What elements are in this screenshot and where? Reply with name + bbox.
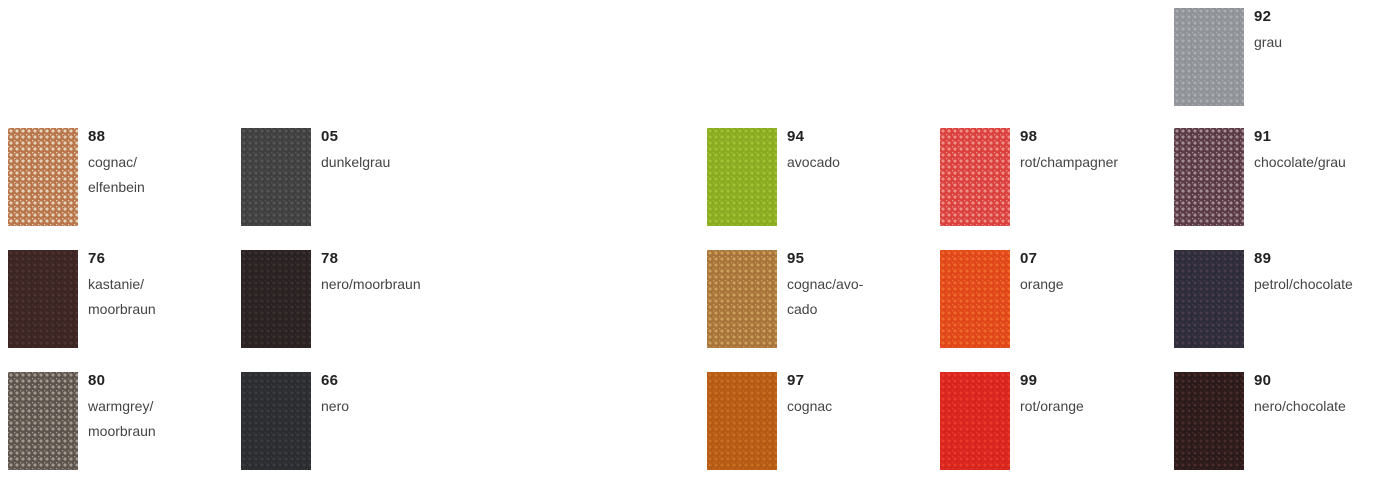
swatch-name: orange <box>1020 276 1064 292</box>
swatch-name: dunkelgrau <box>321 154 391 170</box>
swatch-name: cognac <box>787 398 833 414</box>
fabric-swatch <box>8 128 78 226</box>
swatch-name: petrol/chocolate <box>1254 276 1353 292</box>
swatch-code: 97 <box>787 372 805 389</box>
fabric-swatch <box>1174 250 1244 348</box>
color-swatch-item: 66 nero <box>241 372 471 482</box>
swatch-code: 98 <box>1020 128 1038 145</box>
color-swatch-item: 95 cognac/avo- cado <box>707 250 937 360</box>
swatch-name: rot/champagner <box>1020 154 1119 170</box>
swatch-code: 76 <box>88 250 106 267</box>
fabric-swatch <box>940 372 1010 470</box>
swatch-code: 66 <box>321 372 339 389</box>
fabric-swatch <box>940 128 1010 226</box>
swatch-code: 89 <box>1254 250 1272 267</box>
swatch-name: nero/chocolate <box>1254 398 1346 414</box>
fabric-swatch <box>241 128 311 226</box>
fabric-swatch <box>241 250 311 348</box>
color-swatch-item: 07 orange <box>940 250 1170 360</box>
swatch-name: avocado <box>787 154 840 170</box>
swatch-name: kastanie/ moorbraun <box>88 276 156 317</box>
swatch-name: chocolate/grau <box>1254 154 1346 170</box>
color-swatch-item: 99 rot/orange <box>940 372 1170 482</box>
fabric-swatch <box>8 372 78 470</box>
fabric-swatch <box>707 128 777 226</box>
color-swatch-item: 97 cognac <box>707 372 937 482</box>
swatch-name: grau <box>1254 34 1283 50</box>
color-swatch-item: 90 nero/chocolate <box>1174 372 1379 482</box>
swatch-code: 99 <box>1020 372 1038 389</box>
swatch-name: cognac/avo- cado <box>787 276 864 317</box>
color-swatch-item: 76 kastanie/ moorbraun <box>8 250 238 360</box>
fabric-swatch <box>1174 8 1244 106</box>
fabric-swatch <box>940 250 1010 348</box>
fabric-swatch <box>241 372 311 470</box>
color-swatch-item: 78 nero/moorbraun <box>241 250 471 360</box>
swatch-name: warmgrey/ moorbraun <box>88 398 156 439</box>
swatch-code: 90 <box>1254 372 1272 389</box>
swatch-code: 92 <box>1254 8 1272 25</box>
swatch-name: nero/moorbraun <box>321 276 421 292</box>
fabric-swatch <box>707 372 777 470</box>
color-swatch-item: 98 rot/champagner <box>940 128 1170 238</box>
fabric-swatch <box>8 250 78 348</box>
swatch-code: 88 <box>88 128 106 145</box>
color-swatch-item: 05 dunkelgrau <box>241 128 471 238</box>
swatch-name: nero <box>321 398 350 414</box>
swatch-code: 94 <box>787 128 805 145</box>
color-swatch-item: 94 avocado <box>707 128 937 238</box>
fabric-swatch <box>1174 372 1244 470</box>
color-swatch-item: 88 cognac/ elfenbein <box>8 128 238 238</box>
swatch-code: 91 <box>1254 128 1272 145</box>
swatch-code: 78 <box>321 250 339 267</box>
swatch-code: 05 <box>321 128 339 145</box>
swatch-code: 80 <box>88 372 106 389</box>
fabric-swatch <box>1174 128 1244 226</box>
swatch-code: 07 <box>1020 250 1038 267</box>
color-swatch-item: 89 petrol/chocolate <box>1174 250 1379 360</box>
swatch-name: rot/orange <box>1020 398 1084 414</box>
swatch-name: cognac/ elfenbein <box>88 154 145 195</box>
fabric-swatch <box>707 250 777 348</box>
color-swatch-item: 92 grau <box>1174 8 1379 118</box>
color-swatch-item: 80 warmgrey/ moorbraun <box>8 372 238 482</box>
swatch-code: 95 <box>787 250 805 267</box>
color-swatch-item: 91 chocolate/grau <box>1174 128 1379 238</box>
